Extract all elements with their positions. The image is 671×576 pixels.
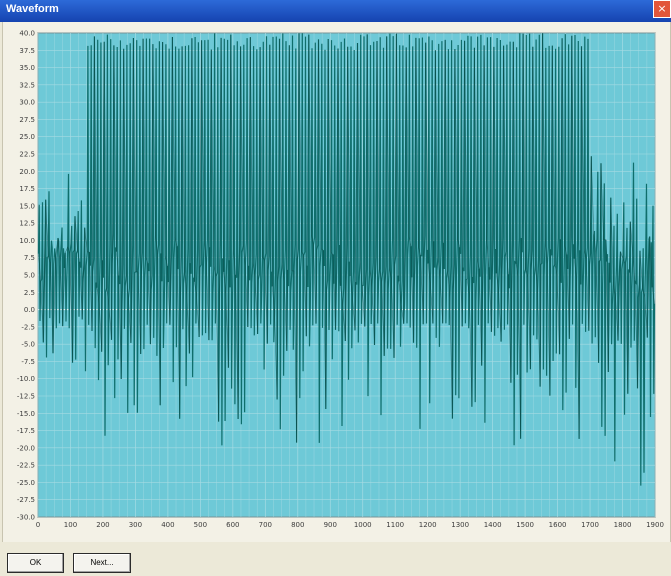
- y-tick-label: 5.0: [24, 272, 35, 280]
- title-bar[interactable]: Waveform ×: [0, 0, 671, 22]
- x-tick-label: 1100: [386, 521, 404, 529]
- x-tick-label: 1900: [646, 521, 664, 529]
- next-button[interactable]: Next...: [73, 553, 131, 573]
- waveform-line-shadow: [38, 33, 655, 443]
- y-tick-label: 25.0: [19, 133, 35, 141]
- y-tick-label: -25.0: [17, 479, 35, 487]
- y-tick-label: -17.5: [17, 427, 35, 435]
- y-tick-label: 30.0: [19, 99, 35, 107]
- y-axis-ticks: 40.0 37.5 35.0 32.5 30.0 27.5 25.0 22.5 20.0 17.5…: [17, 30, 35, 522]
- y-tick-label: 2.5: [24, 289, 35, 297]
- x-tick-label: 900: [324, 521, 337, 529]
- y-tick-label: 20.0: [19, 168, 35, 176]
- x-tick-label: 1600: [549, 521, 567, 529]
- x-tick-label: 700: [259, 521, 272, 529]
- x-tick-label: 1400: [484, 521, 502, 529]
- y-tick-label: 37.5: [19, 47, 35, 55]
- x-tick-label: 100: [64, 521, 77, 529]
- y-tick-label: 17.5: [19, 185, 35, 193]
- y-tick-label: -22.5: [17, 462, 35, 470]
- x-tick-label: 800: [291, 521, 304, 529]
- y-tick-label: 0.0: [24, 306, 35, 314]
- x-tick-label: 500: [194, 521, 207, 529]
- waveform-chart: 40.0 37.5 35.0 32.5 30.0 27.5 25.0 22.5 20.0 17.5…: [17, 30, 664, 530]
- waveform-trace: [37, 33, 656, 486]
- x-tick-label: 400: [161, 521, 174, 529]
- y-tick-label: 22.5: [19, 151, 35, 159]
- y-tick-label: 10.0: [19, 237, 35, 245]
- y-tick-label: 12.5: [19, 220, 35, 228]
- x-axis-ticks: 0 100 200 300 400 500 600 700 800 900 1000 1100 1200…: [36, 521, 664, 529]
- x-tick-label: 1200: [419, 521, 437, 529]
- y-tick-label: -15.0: [17, 410, 35, 418]
- y-tick-label: 7.5: [24, 254, 35, 262]
- y-tick-label: -12.5: [17, 393, 35, 401]
- y-tick-label: -20.0: [17, 444, 35, 452]
- close-icon[interactable]: ×: [653, 0, 671, 18]
- y-tick-label: 15.0: [19, 202, 35, 210]
- x-tick-label: 600: [226, 521, 239, 529]
- y-tick-label: -27.5: [17, 496, 35, 504]
- y-tick-label: 27.5: [19, 116, 35, 124]
- y-tick-label: -10.0: [17, 375, 35, 383]
- x-tick-label: 1500: [516, 521, 534, 529]
- x-tick-label: 200: [96, 521, 109, 529]
- y-tick-label: -30.0: [17, 514, 35, 522]
- x-tick-label: 1800: [614, 521, 632, 529]
- window-title: Waveform: [6, 3, 59, 15]
- x-tick-label: 0: [36, 521, 40, 529]
- y-tick-label: -2.5: [21, 323, 35, 331]
- y-tick-label: -5.0: [21, 341, 35, 349]
- y-tick-label: 32.5: [19, 81, 35, 89]
- x-tick-label: 1300: [451, 521, 469, 529]
- y-tick-label: 35.0: [19, 64, 35, 72]
- x-tick-label: 1700: [581, 521, 599, 529]
- y-tick-label: -7.5: [21, 358, 35, 366]
- y-tick-label: 40.0: [19, 30, 35, 38]
- x-tick-label: 300: [129, 521, 142, 529]
- x-tick-label: 1000: [354, 521, 372, 529]
- ok-button[interactable]: OK: [7, 553, 64, 573]
